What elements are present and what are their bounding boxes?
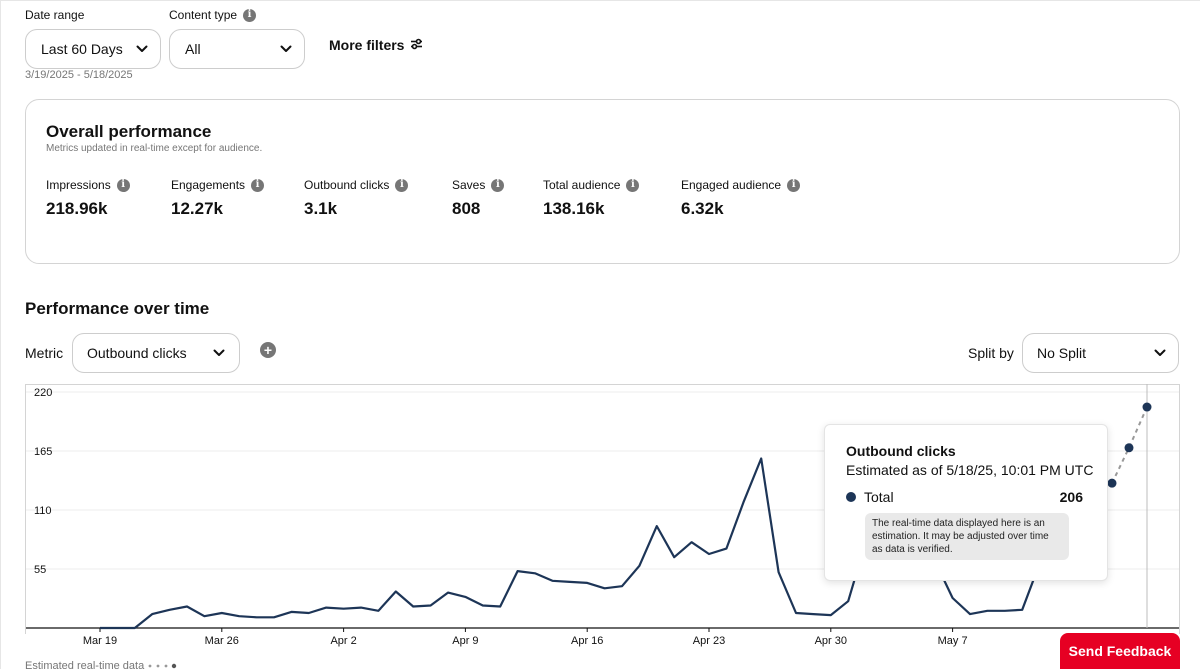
y-tick-label: 110 — [34, 505, 52, 517]
chevron-down-icon — [1152, 345, 1168, 361]
info-icon[interactable]: i — [116, 178, 130, 192]
info-icon[interactable]: i — [251, 178, 265, 192]
y-tick-label: 55 — [34, 564, 46, 576]
split-by-value: No Split — [1037, 345, 1087, 361]
metric-value: 138.16k — [543, 199, 605, 218]
metric-value: 218.96k — [46, 199, 108, 218]
y-tick-label: 220 — [34, 387, 52, 399]
send-feedback-button[interactable]: Send Feedback — [1060, 633, 1180, 669]
add-metric-icon[interactable]: + — [260, 342, 276, 358]
date-range-select[interactable]: Last 60 Days — [25, 29, 161, 69]
date-range-subtitle: 3/19/2025 - 5/18/2025 — [25, 69, 133, 81]
x-tick-label: Apr 9 — [452, 635, 478, 647]
metric-select[interactable]: Outbound clicks — [72, 333, 240, 373]
x-tick-label: May 7 — [938, 635, 968, 647]
overall-subtitle: Metrics updated in real-time except for … — [46, 143, 263, 154]
top-divider — [0, 0, 1200, 1]
performance-title: Performance over time — [25, 299, 210, 318]
metric-outbound-clicks: Outbound clicks i 3.1k — [304, 178, 409, 219]
tooltip-series-name: Total — [864, 489, 894, 505]
content-type-value: All — [185, 41, 201, 57]
more-filters-button[interactable]: More filters — [329, 37, 423, 53]
metric-engaged-audience: Engaged audience i 6.32k — [681, 178, 801, 219]
tooltip-note: The real-time data displayed here is an … — [865, 513, 1069, 560]
legend-dot — [148, 664, 152, 668]
info-icon[interactable]: i — [491, 178, 505, 192]
chevron-down-icon — [278, 41, 294, 57]
split-by-label: Split by — [968, 345, 1014, 361]
legend-dot — [164, 664, 168, 668]
date-range-label: Date range — [25, 8, 85, 22]
estimated-point — [1142, 402, 1152, 412]
metric-value: 808 — [452, 199, 481, 218]
legend-dot — [156, 664, 160, 668]
metric-value: 3.1k — [304, 199, 338, 218]
left-divider — [0, 0, 1, 669]
tooltip-title: Outbound clicks — [846, 443, 956, 459]
chart-frame — [25, 384, 1180, 634]
content-type-label: Content type i — [169, 8, 257, 22]
tooltip-subtitle: Estimated as of 5/18/25, 10:01 PM UTC — [846, 462, 1094, 478]
x-tick-label: Mar 26 — [205, 635, 239, 647]
info-icon[interactable]: i — [787, 178, 801, 192]
metric-selector-label: Metric — [25, 345, 64, 361]
x-tick-label: Apr 2 — [330, 635, 356, 647]
metric-select-value: Outbound clicks — [87, 345, 187, 361]
metric-engagements: Engagements i 12.27k — [171, 178, 265, 219]
info-icon[interactable]: i — [626, 178, 640, 192]
filter-sliders-icon — [410, 37, 423, 53]
overall-performance-card: Overall performance Metrics updated in r… — [25, 99, 1180, 264]
chevron-down-icon — [134, 41, 150, 57]
metric-total-audience: Total audience i 138.16k — [543, 178, 640, 219]
metric-value: 12.27k — [171, 199, 223, 218]
x-tick-label: Apr 23 — [693, 635, 725, 647]
tooltip-series-value: 206 — [1059, 489, 1083, 505]
estimated-data-legend: Estimated real-time data — [25, 660, 145, 669]
chart-tooltip: Outbound clicks Estimated as of 5/18/25,… — [824, 424, 1108, 581]
legend-dot — [171, 663, 177, 669]
metric-impressions: Impressions i 218.96k — [46, 178, 130, 219]
chevron-down-icon — [211, 345, 227, 361]
series-dot-icon — [846, 492, 856, 502]
content-type-select[interactable]: All — [169, 29, 305, 69]
x-tick-label: Apr 16 — [571, 635, 603, 647]
date-range-value: Last 60 Days — [41, 41, 123, 57]
y-tick-label: 165 — [34, 446, 52, 458]
split-by-select[interactable]: No Split — [1022, 333, 1179, 373]
info-icon[interactable]: i — [395, 178, 409, 192]
metric-value: 6.32k — [681, 199, 724, 218]
estimated-point — [1107, 478, 1117, 488]
estimated-point — [1124, 443, 1134, 453]
x-tick-label: Mar 19 — [83, 635, 117, 647]
overall-title: Overall performance — [46, 122, 212, 141]
info-icon[interactable]: i — [243, 8, 257, 22]
metric-saves: Saves i 808 — [452, 178, 505, 219]
x-tick-label: Apr 30 — [815, 635, 847, 647]
